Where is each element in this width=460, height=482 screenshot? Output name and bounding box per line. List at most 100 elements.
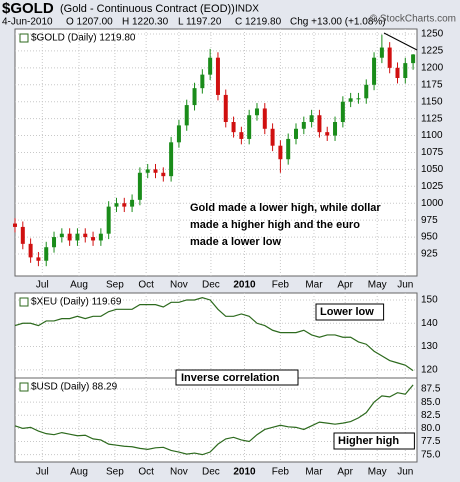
- candle-body: [231, 122, 236, 133]
- candle-body: [13, 223, 17, 227]
- close: C 1219.80: [235, 17, 282, 28]
- low: L 1197.20: [178, 17, 222, 28]
- x-tick-label: Nov: [170, 280, 188, 291]
- high: H 1220.30: [122, 17, 169, 28]
- x-tick-label: 2010: [233, 280, 256, 291]
- x-tick-label: Jul: [36, 467, 49, 478]
- x-tick-label: Dec: [202, 467, 220, 478]
- y-tick-label: 925: [421, 249, 438, 260]
- x-tick-label: Mar: [305, 280, 323, 291]
- candle-body: [145, 169, 150, 173]
- x-tick-label: Sep: [106, 467, 124, 478]
- symbol: $GOLD: [2, 0, 54, 17]
- exchange: INDX: [235, 4, 259, 15]
- candle-body: [20, 226, 25, 244]
- candle-body: [395, 67, 400, 79]
- trend-line: [383, 32, 418, 51]
- x-tick-label: Apr: [337, 280, 353, 291]
- panel-label: $USD (Daily) 88.29: [31, 382, 118, 393]
- x-tick-label: Nov: [170, 467, 188, 478]
- candle-body: [67, 233, 72, 241]
- candle-body: [294, 128, 299, 139]
- panel-label: $XEU (Daily) 119.69: [31, 297, 122, 308]
- candle-body: [215, 57, 220, 95]
- candle-body: [325, 132, 330, 136]
- candle-body: [208, 57, 213, 75]
- y-tick-label: 77.5: [421, 436, 441, 447]
- credit: © StockCharts.com: [370, 14, 456, 25]
- candle-body: [114, 203, 119, 207]
- y-tick-label: 80.0: [421, 423, 441, 434]
- change: Chg +13.00 (+1.08%): [290, 17, 386, 28]
- x-tick-label: Aug: [70, 280, 88, 291]
- candle-body: [372, 57, 377, 85]
- candle-body: [262, 108, 267, 129]
- candle-body: [254, 108, 259, 116]
- open: O 1207.00: [66, 17, 113, 28]
- candle-body: [387, 47, 392, 68]
- y-tick-label: 120: [421, 364, 438, 375]
- x-tick-label: May: [368, 280, 387, 291]
- candle-body: [379, 47, 384, 58]
- panel-label-icon: [19, 382, 29, 392]
- x-tick-label: Sep: [106, 280, 124, 291]
- candle-body: [301, 122, 306, 129]
- x-tick-label: Feb: [272, 467, 290, 478]
- candle-body: [270, 128, 275, 146]
- y-tick-label: 950: [421, 232, 438, 243]
- y-tick-label: 1075: [421, 147, 444, 158]
- panel-label-icon: [19, 33, 29, 43]
- candle-body: [192, 88, 197, 106]
- y-tick-label: 1050: [421, 164, 444, 175]
- candle-body: [364, 84, 369, 99]
- price-line: [14, 297, 414, 372]
- panel-label: $GOLD (Daily) 1219.80: [31, 33, 136, 44]
- instrument-name: (Gold - Continuous Contract (EOD)): [60, 3, 235, 15]
- x-tick-label: Jul: [36, 280, 49, 291]
- candle-body: [106, 206, 111, 234]
- y-tick-label: 1000: [421, 198, 444, 209]
- y-tick-label: 150: [421, 295, 438, 306]
- x-tick-label: Dec: [202, 280, 220, 291]
- x-tick-label: Oct: [138, 467, 154, 478]
- annotation: made a lower low: [190, 236, 282, 248]
- y-tick-label: 1225: [421, 46, 444, 57]
- candle-body: [340, 101, 345, 123]
- annotation: Lower low: [320, 306, 374, 318]
- x-tick-label: 2010: [233, 467, 256, 478]
- x-tick-label: Feb: [272, 280, 290, 291]
- annotation-box: [333, 432, 415, 450]
- y-tick-label: 1150: [421, 96, 443, 107]
- candle-body: [44, 247, 49, 261]
- date: 4-Jun-2010: [2, 17, 53, 28]
- annotation: Inverse correlation: [181, 372, 280, 384]
- y-tick-label: 1175: [421, 79, 443, 90]
- x-tick-label: Apr: [337, 467, 353, 478]
- x-tick-label: Mar: [305, 467, 323, 478]
- candle-body: [122, 203, 127, 207]
- candle-body: [36, 257, 41, 261]
- candle-body: [59, 233, 64, 238]
- candle-body: [176, 125, 181, 143]
- y-tick-label: 140: [421, 318, 438, 329]
- candle-body: [130, 199, 135, 207]
- candle-body: [184, 105, 189, 126]
- x-tick-label: Aug: [70, 467, 88, 478]
- candle-body: [403, 63, 408, 79]
- x-tick-label: Oct: [138, 280, 154, 291]
- y-tick-label: 75.0: [421, 449, 441, 460]
- y-tick-label: 1100: [421, 130, 443, 141]
- candle-body: [247, 115, 252, 139]
- y-tick-label: 82.5: [421, 410, 441, 421]
- annotation-box: [175, 369, 299, 386]
- y-tick-label: 1250: [421, 29, 444, 40]
- y-tick-label: 975: [421, 215, 438, 226]
- candle-body: [356, 98, 361, 100]
- candle-body: [286, 138, 291, 160]
- candle-body: [98, 233, 103, 241]
- candle-body: [153, 169, 158, 173]
- annotation-box: [315, 303, 385, 321]
- y-tick-label: 87.5: [421, 384, 441, 395]
- candle-body: [317, 115, 322, 133]
- y-tick-label: 1125: [421, 113, 443, 124]
